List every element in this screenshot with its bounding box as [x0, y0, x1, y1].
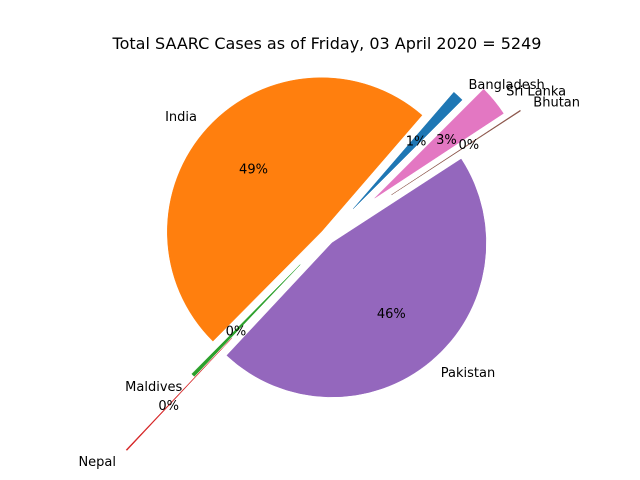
label-sri-lanka: Sri Lanka	[506, 85, 566, 100]
pie-percent-labels: 1%49%0%0%46%0%3%	[158, 133, 479, 414]
pie-labels: Bangladesh India Maldives Nepal Pakistan Bhut…	[78, 78, 580, 470]
wedge-bhutan	[391, 109, 521, 196]
percent-label-nepal: 0%	[158, 399, 179, 414]
percent-label-bhutan: 0%	[458, 138, 479, 153]
wedge-sri-lanka	[374, 88, 504, 199]
percent-label-bangladesh: 1%	[406, 135, 427, 150]
label-bhutan: Bhutan	[533, 96, 580, 111]
pie-wedges	[125, 77, 521, 451]
percent-label-maldives: 0%	[226, 325, 247, 340]
wedge-bangladesh	[353, 91, 463, 209]
label-bangladesh: Bangladesh	[469, 78, 545, 93]
percent-label-sri-lanka: 3%	[436, 133, 457, 148]
label-india: India	[165, 110, 197, 125]
wedge-nepal	[125, 337, 233, 451]
label-maldives: Maldives	[125, 380, 182, 395]
wedge-maldives	[191, 264, 301, 377]
percent-label-pakistan: 46%	[377, 307, 406, 322]
label-nepal: Nepal	[78, 455, 116, 470]
percent-label-india: 49%	[239, 163, 268, 178]
wedge-india	[167, 77, 423, 342]
chart-title: Total SAARC Cases as of Friday, 03 April…	[112, 34, 542, 53]
label-pakistan: Pakistan	[441, 366, 495, 381]
wedge-pakistan	[226, 158, 487, 398]
